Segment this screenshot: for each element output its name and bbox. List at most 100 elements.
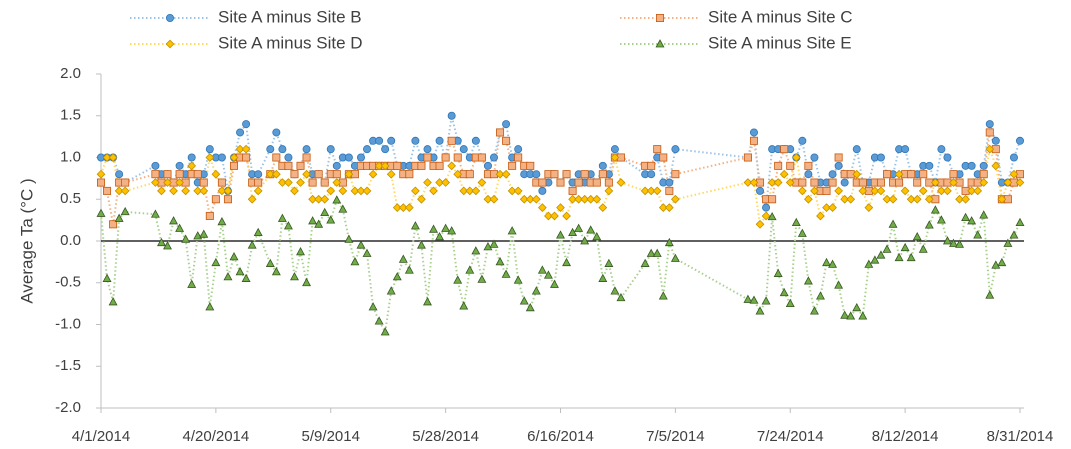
marker xyxy=(798,178,807,187)
marker xyxy=(797,228,807,237)
marker xyxy=(514,145,523,154)
marker xyxy=(435,136,444,145)
marker xyxy=(326,186,336,196)
marker xyxy=(997,257,1007,267)
marker xyxy=(302,169,311,179)
y-tick-label: -1.5 xyxy=(55,357,81,374)
marker xyxy=(610,145,619,154)
marker xyxy=(786,161,795,170)
marker xyxy=(350,257,360,266)
marker xyxy=(308,194,317,204)
marker xyxy=(767,211,777,221)
marker xyxy=(743,294,753,303)
marker xyxy=(804,194,813,204)
marker xyxy=(895,178,904,187)
marker xyxy=(531,286,541,295)
marker xyxy=(888,219,898,228)
marker xyxy=(211,169,221,179)
marker xyxy=(925,161,934,170)
marker xyxy=(804,161,813,170)
marker xyxy=(507,186,517,196)
y-tick-label: 0.0 xyxy=(60,232,81,249)
marker xyxy=(272,128,281,137)
marker xyxy=(912,194,922,204)
marker xyxy=(363,145,372,154)
marker xyxy=(991,136,1000,145)
marker xyxy=(441,223,451,232)
marker xyxy=(532,170,541,179)
marker xyxy=(405,170,414,179)
marker xyxy=(562,257,572,267)
marker xyxy=(483,161,492,170)
marker xyxy=(277,213,287,222)
marker xyxy=(501,269,511,278)
marker xyxy=(344,153,353,162)
marker xyxy=(979,170,988,179)
legend: Site A minus Site B Site A minus Site C Si… xyxy=(130,7,853,52)
marker xyxy=(659,153,668,162)
marker xyxy=(544,211,553,221)
marker xyxy=(165,13,174,22)
marker xyxy=(550,170,559,179)
marker xyxy=(658,203,668,212)
marker xyxy=(816,211,825,221)
marker xyxy=(665,178,674,187)
marker xyxy=(102,153,112,162)
marker xyxy=(568,186,577,195)
marker xyxy=(332,161,341,170)
marker xyxy=(114,186,124,196)
marker xyxy=(979,210,989,219)
marker xyxy=(483,242,493,251)
marker xyxy=(217,178,226,187)
marker xyxy=(344,234,354,243)
marker xyxy=(913,178,922,187)
series-line xyxy=(100,197,1021,336)
marker xyxy=(562,170,571,179)
legend-label: Site A minus Site C xyxy=(708,7,853,26)
marker xyxy=(477,274,487,283)
marker xyxy=(429,224,439,233)
marker xyxy=(507,226,517,235)
marker xyxy=(477,153,486,162)
marker xyxy=(302,277,312,287)
marker xyxy=(967,216,977,225)
marker xyxy=(108,153,118,162)
marker xyxy=(870,186,880,196)
marker xyxy=(290,170,299,179)
marker xyxy=(211,195,220,204)
marker xyxy=(852,302,862,312)
marker xyxy=(525,194,535,204)
y-tick-label: 2.0 xyxy=(60,65,81,82)
marker xyxy=(991,260,1001,269)
marker xyxy=(604,178,613,187)
marker xyxy=(368,169,378,179)
marker xyxy=(912,231,922,241)
marker xyxy=(828,259,838,268)
marker xyxy=(435,161,444,170)
marker xyxy=(441,153,450,162)
marker xyxy=(640,186,650,196)
marker xyxy=(610,286,620,295)
marker xyxy=(447,226,457,235)
marker xyxy=(749,136,758,145)
marker xyxy=(374,161,384,171)
marker xyxy=(447,161,457,171)
marker xyxy=(411,136,420,145)
marker xyxy=(423,178,432,187)
marker xyxy=(477,178,487,187)
marker xyxy=(568,194,577,204)
marker xyxy=(616,292,626,302)
marker xyxy=(919,170,928,179)
y-tick-label: 0.5 xyxy=(60,190,81,207)
marker xyxy=(924,220,934,229)
marker xyxy=(265,169,275,179)
marker xyxy=(592,178,601,187)
marker xyxy=(985,144,995,154)
marker xyxy=(223,195,232,204)
marker xyxy=(151,161,160,170)
marker xyxy=(271,267,281,276)
marker xyxy=(840,178,849,187)
marker xyxy=(489,239,499,248)
marker xyxy=(586,194,596,204)
marker xyxy=(852,169,862,179)
